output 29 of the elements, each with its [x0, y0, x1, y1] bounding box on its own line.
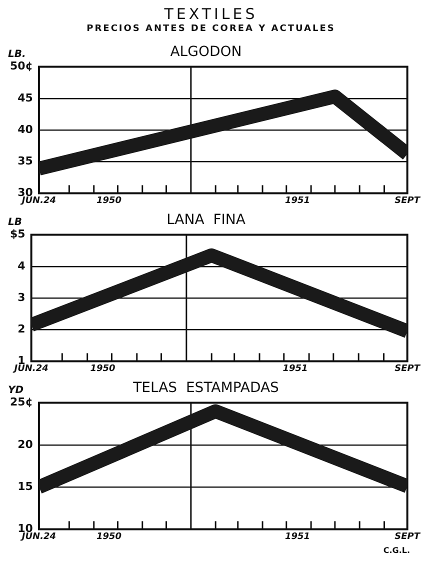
y-axis-title: LB	[8, 216, 22, 228]
x-tick-label: SEPT	[394, 196, 421, 206]
chart-title: ALGODON	[170, 44, 242, 60]
y-tick-label: 50¢	[10, 60, 33, 73]
x-tick-label: SEPT	[394, 532, 421, 542]
y-tick-label: 25¢	[10, 396, 33, 409]
x-tick-label: 1951	[284, 532, 310, 542]
y-tick-label: 2	[18, 322, 26, 336]
x-tick-label: SEPT	[394, 364, 421, 374]
x-tick-label: 1950	[90, 364, 116, 374]
x-tick-label: 1951	[282, 364, 308, 374]
x-tick-label: 1951	[284, 196, 310, 206]
text: TEXTILES	[163, 5, 259, 23]
y-tick-label: 4	[18, 259, 26, 272]
y-tick-label: 40	[18, 122, 34, 136]
x-tick-label: 1950	[96, 532, 122, 542]
y-tick-label: 45	[18, 91, 33, 104]
y-tick-label: 3	[18, 290, 26, 304]
text: C.G.L.	[382, 545, 411, 557]
y-tick-label: 35	[18, 154, 33, 168]
y-axis-title: YD	[8, 384, 24, 396]
y-tick-label: $5	[10, 228, 26, 241]
y-tick-label: 20	[18, 438, 34, 451]
text: PRECIOS ANTES DE COREA Y ACTUALES	[86, 23, 336, 35]
chart-title: LANA FINA	[166, 212, 246, 228]
y-axis-title: LB.	[8, 48, 26, 60]
y-tick-label: 15	[18, 480, 33, 493]
x-tick-label: 1950	[96, 196, 122, 206]
chart-title: TELAS ESTAMPADAS	[132, 380, 280, 396]
